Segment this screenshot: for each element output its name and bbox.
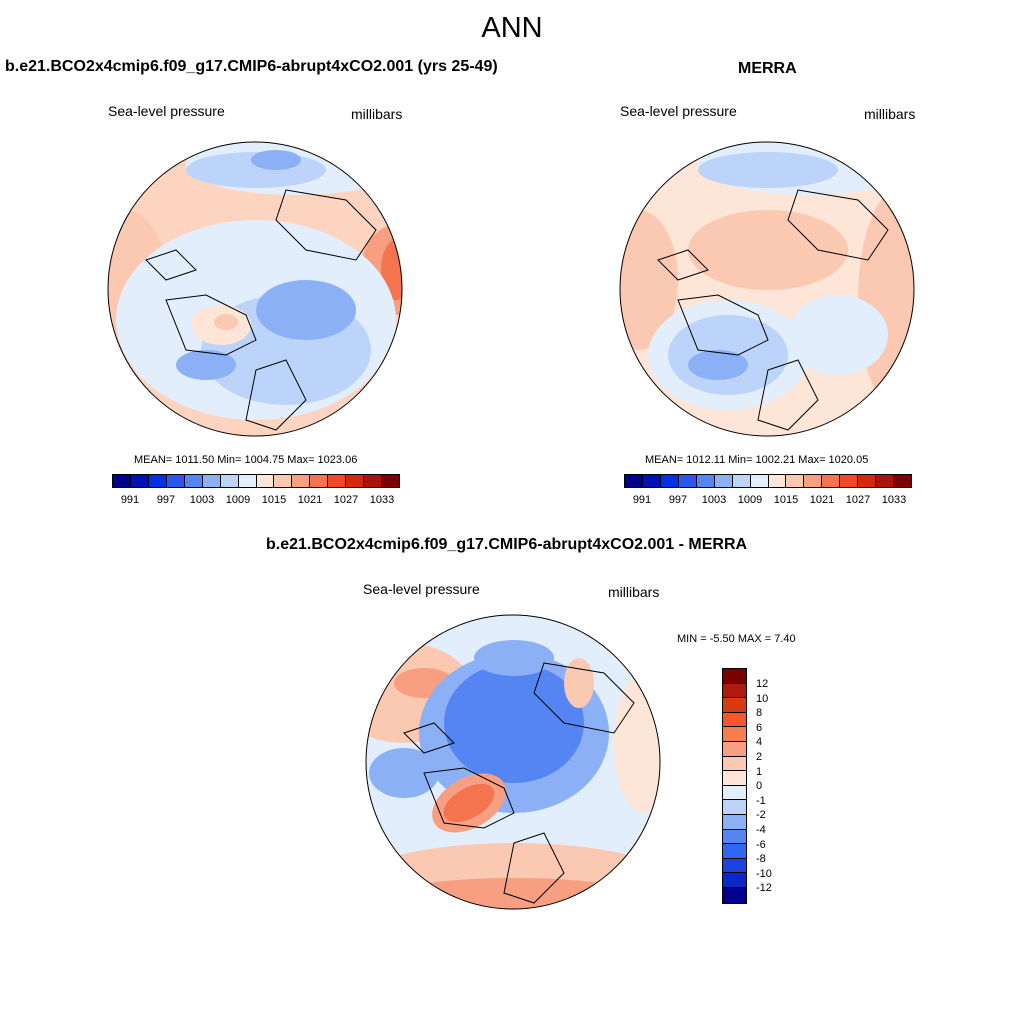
colorbar-tick-label: 0 (756, 780, 763, 793)
colorbar-tick-label: 10 (756, 692, 769, 705)
colorbar-swatch (130, 475, 149, 487)
diff-units-label: millibars (608, 584, 660, 600)
obs-polar-map (619, 141, 915, 437)
colorbar-tick-label: 1021 (809, 494, 835, 506)
diff-stats: MIN = -5.50 MAX = 7.40 (677, 633, 796, 645)
colorbar-swatch (723, 683, 746, 699)
colorbar-swatch (750, 475, 769, 487)
colorbar-swatch (220, 475, 239, 487)
colorbar-swatch (328, 475, 347, 487)
colorbar-swatch (184, 475, 203, 487)
model-units-label: millibars (351, 106, 403, 122)
colorbar-swatch (256, 475, 275, 487)
colorbar-swatch (732, 475, 751, 487)
colorbar-tick-label: -6 (756, 838, 766, 851)
colorbar-swatch (768, 475, 787, 487)
model-variable-label: Sea-level pressure (108, 103, 225, 119)
colorbar-tick-label: 2 (756, 751, 763, 763)
diff-colorbar (722, 668, 747, 904)
colorbar-tick-label: 1015 (261, 494, 287, 506)
colorbar-tick-label: 1003 (701, 494, 727, 506)
colorbar-swatch (678, 475, 697, 487)
diff-panel-title: b.e21.BCO2x4cmip6.f09_g17.CMIP6-abrupt4x… (266, 536, 748, 553)
colorbar-swatch (723, 727, 746, 742)
colorbar-tick-label: 6 (756, 721, 763, 734)
colorbar-swatch (894, 475, 911, 487)
model-stats: MEAN= 1011.50 Min= 1004.75 Max= 1023.06 (134, 454, 358, 466)
model-panel-title: b.e21.BCO2x4cmip6.f09_g17.CMIP6-abrupt4x… (5, 58, 498, 75)
colorbar-tick-label: 1027 (845, 494, 871, 506)
colorbar-tick-label: 1015 (773, 494, 799, 506)
colorbar-swatch (113, 475, 131, 487)
obs-units-label: millibars (864, 106, 916, 122)
colorbar-swatch (310, 475, 329, 487)
colorbar-swatch (723, 873, 746, 888)
colorbar-swatch (840, 475, 859, 487)
colorbar-tick-label: 12 (756, 678, 769, 690)
colorbar-tick-label: -12 (756, 882, 772, 895)
model-polar-map (107, 141, 403, 437)
colorbar-swatch (876, 475, 895, 487)
colorbar-swatch (660, 475, 679, 487)
colorbar-tick-label: -2 (756, 809, 766, 822)
obs-variable-label: Sea-level pressure (620, 103, 737, 119)
colorbar-tick-label: 991 (120, 494, 140, 506)
colorbar-swatch (364, 475, 383, 487)
colorbar-tick-label: 997 (668, 494, 688, 506)
colorbar-swatch (723, 712, 746, 728)
colorbar-swatch (642, 475, 661, 487)
colorbar-swatch (723, 741, 746, 757)
colorbar-swatch (723, 814, 746, 830)
colorbar-swatch (723, 800, 746, 815)
colorbar-swatch (804, 475, 823, 487)
colorbar-tick-label: -4 (756, 824, 766, 836)
colorbar-tick-label: 1033 (881, 494, 907, 506)
obs-panel-title: MERRA (738, 60, 797, 77)
colorbar-tick-label: -1 (756, 794, 766, 807)
colorbar-tick-label: -8 (756, 853, 766, 866)
colorbar-swatch (714, 475, 733, 487)
colorbar-tick-label: 4 (756, 736, 763, 749)
colorbar-swatch (723, 858, 746, 874)
colorbar-swatch (723, 771, 746, 786)
colorbar-swatch (723, 669, 746, 684)
colorbar-swatch (723, 844, 746, 859)
main-title: ANN (481, 12, 543, 44)
colorbar-swatch (382, 475, 399, 487)
colorbar-swatch (625, 475, 643, 487)
colorbar-swatch (274, 475, 293, 487)
colorbar-swatch (292, 475, 311, 487)
colorbar-tick-label: 1 (756, 765, 763, 778)
obs-colorbar (624, 474, 912, 488)
colorbar-tick-label: 1009 (737, 494, 763, 506)
colorbar-swatch (723, 756, 746, 772)
colorbar-tick-label: 1033 (369, 494, 395, 506)
colorbar-tick-label: -10 (756, 867, 772, 880)
colorbar-tick-label: 1027 (333, 494, 359, 506)
colorbar-swatch (166, 475, 185, 487)
diff-variable-label: Sea-level pressure (363, 581, 480, 597)
colorbar-tick-label: 991 (632, 494, 652, 506)
colorbar-swatch (723, 829, 746, 845)
colorbar-swatch (858, 475, 877, 487)
colorbar-swatch (346, 475, 365, 487)
colorbar-tick-label: 8 (756, 707, 763, 720)
obs-stats: MEAN= 1012.11 Min= 1002.21 Max= 1020.05 (645, 454, 869, 466)
colorbar-tick-label: 1021 (297, 494, 323, 506)
colorbar-swatch (822, 475, 841, 487)
colorbar-swatch (202, 475, 221, 487)
colorbar-swatch (238, 475, 257, 487)
colorbar-tick-label: 997 (156, 494, 176, 506)
colorbar-tick-label: 1003 (189, 494, 215, 506)
colorbar-swatch (786, 475, 805, 487)
colorbar-tick-label: 1009 (225, 494, 251, 506)
colorbar-swatch (723, 887, 746, 903)
colorbar-swatch (696, 475, 715, 487)
colorbar-swatch (148, 475, 167, 487)
colorbar-swatch (723, 698, 746, 713)
colorbar-swatch (723, 785, 746, 801)
model-colorbar (112, 474, 400, 488)
diff-polar-map (365, 614, 661, 910)
